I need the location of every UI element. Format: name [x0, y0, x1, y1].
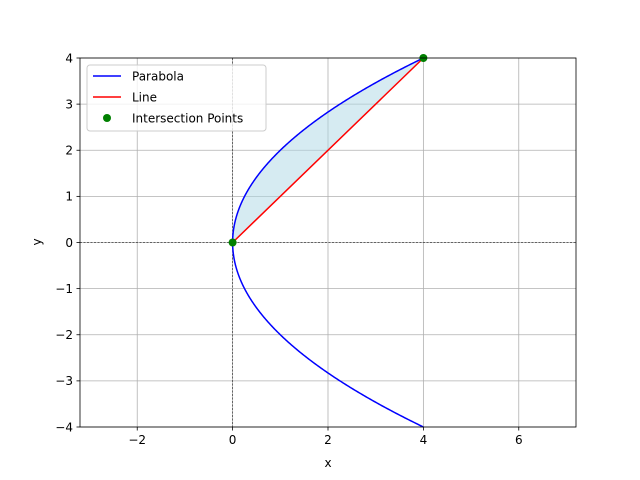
intersection-point — [228, 238, 237, 247]
y-tick-label: −2 — [55, 328, 73, 342]
x-tick-label: 2 — [324, 433, 332, 447]
legend-intersection-swatch — [103, 114, 111, 122]
y-tick-label: −4 — [55, 420, 73, 434]
x-axis-ticks: −2 0 2 4 6 — [128, 427, 523, 447]
legend-line-label: Line — [132, 91, 157, 105]
legend-intersection-label: Intersection Points — [132, 112, 243, 126]
x-tick-label: 4 — [420, 433, 428, 447]
legend: Parabola Line Intersection Points — [86, 64, 267, 132]
legend-parabola-label: Parabola — [132, 70, 184, 84]
y-tick-label: −1 — [55, 282, 73, 296]
legend-box — [86, 64, 267, 132]
y-tick-label: 1 — [65, 190, 73, 204]
y-tick-label: −3 — [55, 374, 73, 388]
y-axis-label: y — [30, 238, 44, 245]
x-tick-label: −2 — [128, 433, 146, 447]
line-segment — [232, 57, 424, 244]
y-tick-label: 2 — [65, 144, 73, 158]
y-axis-ticks: −4 −3 −2 −1 0 1 2 3 4 — [55, 51, 80, 434]
y-tick-label: 0 — [65, 236, 73, 250]
y-tick-label: 4 — [65, 51, 73, 65]
x-axis-label: x — [324, 456, 331, 470]
x-tick-label: 0 — [229, 433, 237, 447]
x-tick-label: 6 — [515, 433, 523, 447]
y-tick-label: 3 — [65, 97, 73, 111]
